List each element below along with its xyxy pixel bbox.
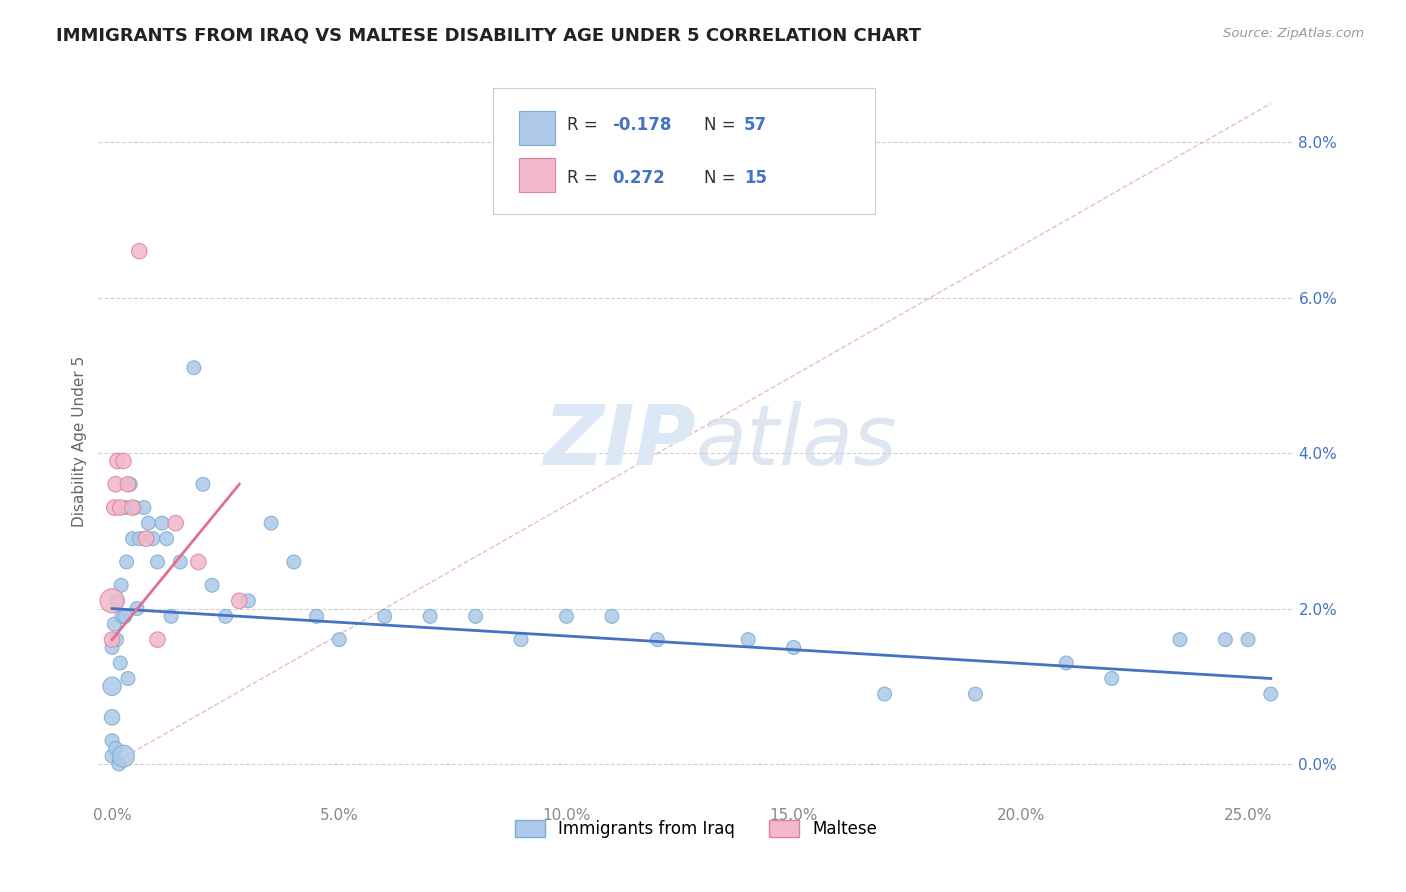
Point [110,656,132,670]
Point [101,733,124,747]
Point [107,594,129,608]
Point [1101,672,1123,686]
Point [142,532,165,546]
Text: N =: N = [704,116,741,134]
Point [103,617,125,632]
Point [121,532,143,546]
Point [104,741,127,756]
Point [124,500,146,515]
Point [238,594,260,608]
Point [104,477,127,491]
Point [191,477,214,491]
Point [1260,687,1282,701]
Point [1168,632,1191,647]
Point [121,500,143,515]
Point [169,555,191,569]
Legend: Immigrants from Iraq, Maltese: Immigrants from Iraq, Maltese [509,814,883,845]
FancyBboxPatch shape [494,87,876,214]
Point [111,609,134,624]
Point [510,632,533,647]
Text: R =: R = [567,169,609,186]
Point [101,710,124,724]
Point [737,632,759,647]
Point [260,516,283,530]
Point [117,672,139,686]
Point [873,687,896,701]
Point [187,555,209,569]
Point [110,578,132,592]
Text: 57: 57 [744,116,766,134]
Point [1054,656,1077,670]
Point [160,609,183,624]
Text: 15: 15 [744,169,766,186]
Point [464,609,486,624]
Point [283,555,305,569]
Point [107,454,129,468]
Point [782,640,804,655]
Point [108,756,131,771]
Text: R =: R = [567,116,603,134]
Point [101,749,124,764]
Point [135,532,157,546]
Text: N =: N = [704,169,741,186]
Point [183,360,205,375]
Point [146,632,169,647]
Point [132,500,155,515]
Point [600,609,623,624]
Point [419,609,441,624]
Point [965,687,987,701]
Text: atlas: atlas [696,401,897,482]
Point [101,594,124,608]
FancyBboxPatch shape [519,111,555,145]
Point [214,609,236,624]
Point [114,500,136,515]
Point [114,609,136,624]
Point [115,555,138,569]
Point [112,454,135,468]
Point [103,500,125,515]
Point [374,609,396,624]
Point [1237,632,1260,647]
Point [105,632,128,647]
Point [101,632,124,647]
Point [647,632,669,647]
Point [101,679,124,693]
Point [228,594,250,608]
FancyBboxPatch shape [519,158,555,193]
Point [165,516,187,530]
Text: ZIP: ZIP [543,401,696,482]
Point [155,532,177,546]
Text: -0.178: -0.178 [613,116,672,134]
Point [201,578,224,592]
Point [146,555,169,569]
Point [112,749,135,764]
Text: 0.272: 0.272 [613,169,665,186]
Point [120,477,142,491]
Point [555,609,578,624]
Point [128,532,150,546]
Point [125,601,148,615]
Point [110,500,132,515]
Point [305,609,328,624]
Y-axis label: Disability Age Under 5: Disability Age Under 5 [72,356,87,527]
Point [150,516,173,530]
Text: IMMIGRANTS FROM IRAQ VS MALTESE DISABILITY AGE UNDER 5 CORRELATION CHART: IMMIGRANTS FROM IRAQ VS MALTESE DISABILI… [56,27,921,45]
Point [117,477,139,491]
Point [328,632,350,647]
Point [101,640,124,655]
Point [138,516,160,530]
Point [1215,632,1237,647]
Point [128,244,150,259]
Text: Source: ZipAtlas.com: Source: ZipAtlas.com [1223,27,1364,40]
